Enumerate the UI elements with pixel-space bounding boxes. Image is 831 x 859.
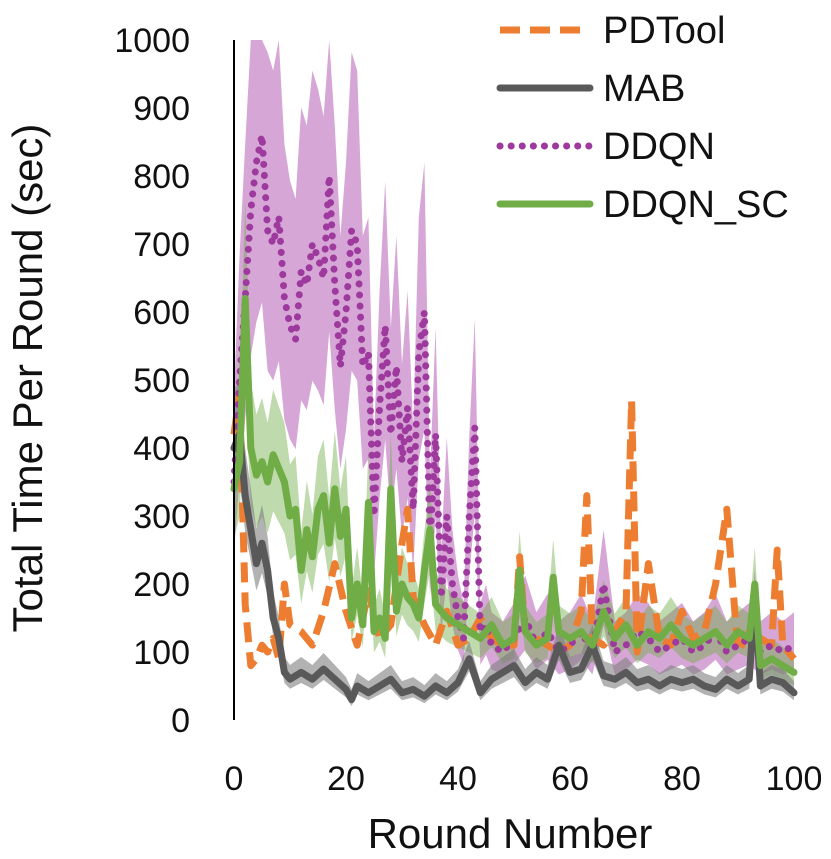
series-line-pdtool	[230, 390, 797, 670]
legend-label-pdtool: PDTool	[603, 10, 726, 52]
legend-label-ddqn: DDQN	[603, 126, 715, 168]
y-tick-label: 100	[133, 634, 190, 672]
series-line-ddqn	[230, 131, 798, 656]
band-mab	[234, 376, 794, 707]
y-tick-label: 900	[133, 90, 190, 128]
y-tick-label: 300	[133, 498, 190, 536]
x-tick-label: 0	[225, 760, 244, 798]
y-tick-label: 700	[133, 226, 190, 264]
y-tick-label: 600	[133, 294, 190, 332]
x-tick-label: 20	[327, 760, 365, 798]
x-axis-tick-labels: 0 20 40 60 80 100	[225, 760, 823, 798]
y-tick-label: 400	[133, 430, 190, 468]
series-lines	[230, 131, 798, 704]
x-tick-label: 100	[766, 760, 823, 798]
y-tick-label: 500	[133, 362, 190, 400]
legend: PDTool MAB DDQN DDQN_SC	[496, 10, 789, 226]
legend-label-ddqn-sc: DDQN_SC	[603, 184, 789, 226]
x-tick-label: 40	[439, 760, 477, 798]
legend-label-mab: MAB	[603, 68, 685, 110]
x-tick-label: 60	[551, 760, 589, 798]
y-tick-label: 0	[171, 702, 190, 740]
y-axis-title: Total Time Per Round (sec)	[4, 124, 51, 633]
x-tick-label: 80	[663, 760, 701, 798]
series-line-mab	[230, 430, 798, 704]
x-axis-title: Round Number	[368, 810, 653, 857]
band-ddqn	[234, 40, 794, 675]
y-tick-label: 1000	[114, 22, 190, 60]
y-axis-tick-labels: 0 100 200 300 400 500 600 700 800 900 1000	[114, 22, 190, 740]
y-tick-label: 800	[133, 158, 190, 196]
y-tick-label: 200	[133, 566, 190, 604]
series-line-ddqn-sc	[230, 294, 798, 676]
